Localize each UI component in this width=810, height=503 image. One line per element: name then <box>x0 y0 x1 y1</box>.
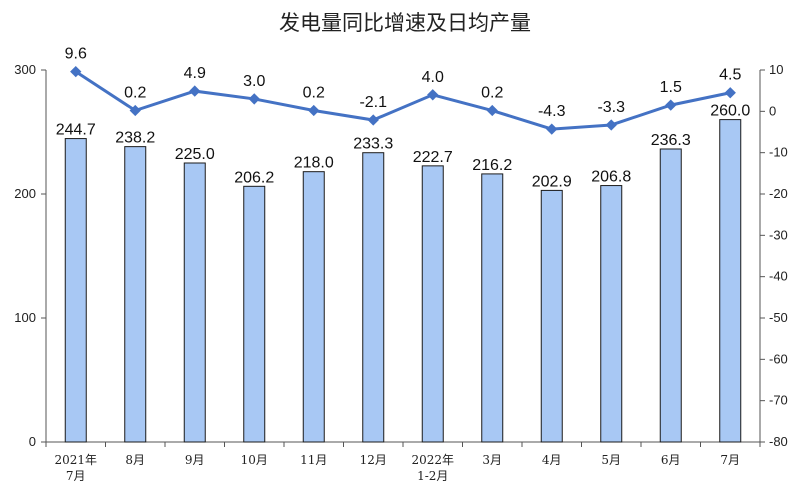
line-point <box>189 85 201 97</box>
x-tick-label: 2022年 <box>411 453 454 467</box>
line-value-label: 0.2 <box>481 85 503 102</box>
bar-value-label: 216.2 <box>472 157 512 174</box>
chart-title: 发电量同比增速及日均产量 <box>279 11 531 35</box>
line-value-label: 0.2 <box>124 85 146 102</box>
line-point <box>248 93 260 105</box>
bar <box>540 189 563 443</box>
line-series <box>70 65 736 135</box>
x-tick-label: 10月 <box>241 453 268 467</box>
line-point <box>724 87 736 99</box>
data-labels: 244.7 238.2 225.0 206.2 218.0 233.3 222.7 216.2… <box>56 46 751 191</box>
x-tick-label: 6月 <box>661 453 681 467</box>
x-tick-label: 7月 <box>66 469 86 483</box>
bar-value-label: 238.2 <box>115 130 155 147</box>
bar-value-label: 236.3 <box>651 132 691 149</box>
bar-value-label: 225.0 <box>175 146 215 163</box>
growth-line <box>74 70 731 131</box>
x-tick-label: 2021年 <box>54 453 97 467</box>
x-tick-label: 7月 <box>720 453 740 467</box>
line-point <box>546 123 558 135</box>
bar <box>362 152 385 443</box>
x-tick-label: 9月 <box>185 453 205 467</box>
y-right-tick-label: 10 <box>769 62 783 77</box>
y-right-tick-label: -10 <box>769 145 788 160</box>
line-value-label: 4.9 <box>184 65 206 82</box>
line-value-label: 4.0 <box>422 69 444 86</box>
x-tick-label: 1-2月 <box>417 469 448 483</box>
line-value-label: -2.1 <box>359 94 387 111</box>
x-tick-label: 5月 <box>601 453 621 467</box>
bar <box>64 138 87 443</box>
y-right-tick-label: -70 <box>769 393 788 408</box>
bar <box>243 185 266 443</box>
bar-value-label: 202.9 <box>532 173 572 190</box>
y-left-tick-label: 200 <box>14 186 36 201</box>
y-right-tick-label: 0 <box>769 103 776 118</box>
x-tick-label: 3月 <box>482 453 502 467</box>
bar <box>421 165 444 443</box>
line-point <box>665 99 677 111</box>
bar <box>302 171 325 443</box>
line-point <box>427 89 439 101</box>
line-point <box>367 114 379 126</box>
bar-value-label: 218.0 <box>294 155 334 172</box>
line-value-label: 0.2 <box>303 85 325 102</box>
y-right-tick-label: -80 <box>769 434 788 449</box>
bar-value-label: 260.0 <box>710 103 750 120</box>
bar <box>124 146 147 443</box>
bar <box>481 173 504 443</box>
bars-series <box>64 119 742 443</box>
bar-value-label: 206.2 <box>234 169 274 186</box>
line-value-label: 3.0 <box>243 73 265 90</box>
y-left-tick-label: 0 <box>29 434 36 449</box>
line-point <box>308 104 320 117</box>
y-right-tick-label: -40 <box>769 269 788 284</box>
x-tick-label: 12月 <box>360 453 387 467</box>
x-tick-label: 8月 <box>125 453 145 467</box>
bar-value-label: 244.7 <box>56 122 96 139</box>
line-point <box>486 104 498 117</box>
y-left-tick-label: 100 <box>14 310 36 325</box>
y-right-tick-label: -20 <box>769 186 788 201</box>
bar-value-label: 233.3 <box>353 136 393 153</box>
bar <box>719 119 742 443</box>
bar <box>600 185 623 443</box>
y-left-tick-label: 300 <box>14 62 36 77</box>
y-right-tick-label: -60 <box>769 351 788 366</box>
line-value-label: 1.5 <box>660 79 682 96</box>
line-value-label: -4.3 <box>538 103 566 120</box>
line-value-label: 4.5 <box>719 67 741 84</box>
y-right-tick-label: -50 <box>769 310 788 325</box>
x-tick-label: 11月 <box>300 453 327 467</box>
bar <box>659 148 682 443</box>
y-right-tick-label: -30 <box>769 227 788 242</box>
line-value-label: 9.6 <box>65 46 87 63</box>
bar-value-label: 222.7 <box>413 149 453 166</box>
line-point <box>605 119 617 131</box>
bar-value-label: 206.8 <box>591 169 631 186</box>
line-value-label: -3.3 <box>597 99 625 116</box>
bar <box>183 162 206 443</box>
x-tick-label: 4月 <box>542 453 562 467</box>
